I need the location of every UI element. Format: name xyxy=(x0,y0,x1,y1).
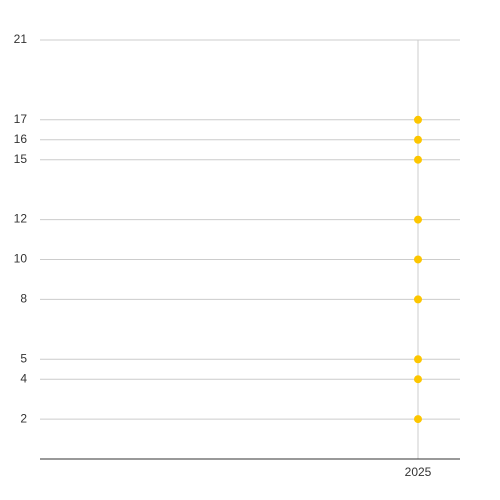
x-tick-label: 2025 xyxy=(405,465,432,479)
y-tick-label: 17 xyxy=(14,112,28,126)
y-tick-label: 12 xyxy=(14,212,28,226)
y-tick-label: 5 xyxy=(20,351,27,365)
y-tick-label: 15 xyxy=(14,152,28,166)
point xyxy=(414,355,422,364)
point xyxy=(414,155,422,164)
y-tick-label: 4 xyxy=(20,371,27,385)
y-tick-label: 21 xyxy=(14,32,28,46)
point xyxy=(414,375,422,384)
point xyxy=(414,215,422,224)
point xyxy=(414,415,422,424)
point xyxy=(414,255,422,264)
y-tick-label: 8 xyxy=(20,292,27,306)
y-tick-label: 10 xyxy=(14,252,28,266)
y-tick-label: 16 xyxy=(14,132,28,146)
point xyxy=(414,135,422,144)
point xyxy=(414,115,422,124)
point xyxy=(414,295,422,304)
y-tick-label: 2 xyxy=(20,411,27,425)
